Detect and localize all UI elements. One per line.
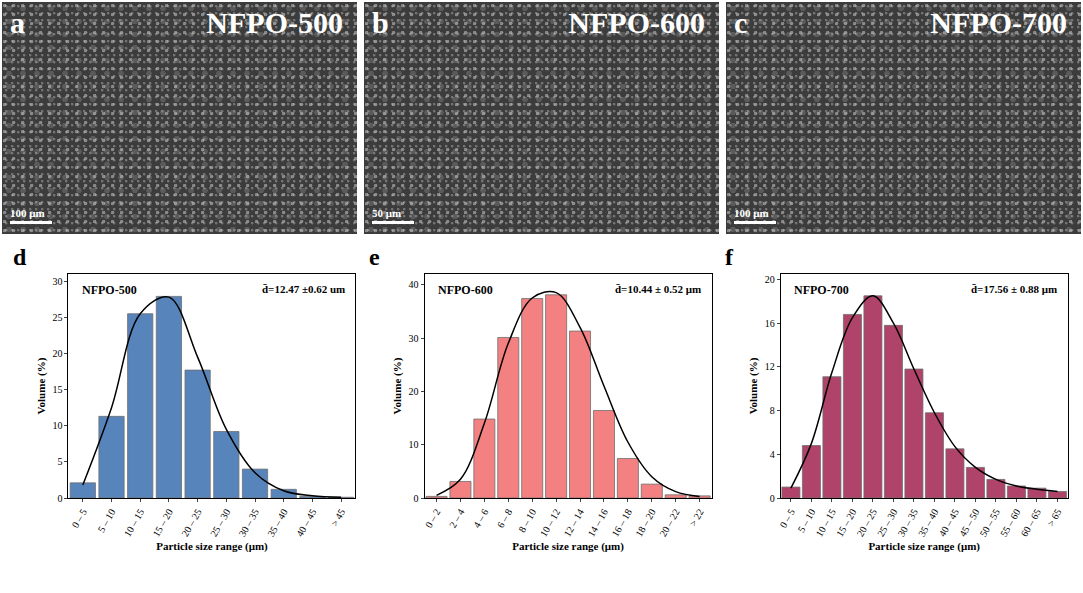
svg-text:20 – 22: 20 – 22 bbox=[657, 507, 682, 538]
svg-text:d̄=17.56 ± 0.88 μm: d̄=17.56 ± 0.88 μm bbox=[971, 283, 1057, 295]
svg-text:> 22: > 22 bbox=[687, 507, 706, 528]
html-text:a: a bbox=[10, 6, 25, 39]
html-text:c: c bbox=[734, 6, 748, 39]
svg-text:5 – 10: 5 – 10 bbox=[795, 507, 817, 534]
svg-text:> 45: > 45 bbox=[329, 507, 348, 528]
svg-text:d̄=10.44 ± 0.52 μm: d̄=10.44 ± 0.52 μm bbox=[615, 283, 701, 295]
svg-text:5: 5 bbox=[57, 456, 62, 467]
html-text:100 μm: 100 μm bbox=[734, 207, 769, 219]
svg-text:35 – 40: 35 – 40 bbox=[916, 507, 941, 538]
html-text:b: b bbox=[372, 6, 389, 39]
html-text:100 μm: 100 μm bbox=[10, 207, 45, 219]
svg-text:> 65: > 65 bbox=[1045, 507, 1064, 528]
svg-text:60 – 65: 60 – 65 bbox=[1018, 507, 1043, 538]
svg-text:25 – 30: 25 – 30 bbox=[208, 507, 233, 538]
svg-text:12: 12 bbox=[765, 361, 775, 372]
svg-text:15 – 20: 15 – 20 bbox=[834, 507, 859, 538]
svg-text:NFPO-600: NFPO-600 bbox=[438, 283, 493, 297]
svg-text:10 – 15: 10 – 15 bbox=[813, 507, 838, 538]
svg-text:d: d bbox=[13, 244, 27, 270]
svg-text:45 – 50: 45 – 50 bbox=[957, 507, 982, 538]
svg-text:30 – 35: 30 – 35 bbox=[895, 507, 920, 538]
svg-text:Particle size range (μm): Particle size range (μm) bbox=[156, 540, 268, 553]
svg-text:Volume (%): Volume (%) bbox=[35, 357, 48, 414]
svg-text:40: 40 bbox=[409, 279, 419, 290]
svg-text:25: 25 bbox=[52, 312, 62, 323]
svg-text:40 – 45: 40 – 45 bbox=[936, 507, 961, 538]
svg-text:20: 20 bbox=[409, 386, 419, 397]
svg-text:10 – 12: 10 – 12 bbox=[538, 507, 563, 538]
svg-text:18 – 20: 18 – 20 bbox=[633, 507, 658, 538]
svg-text:NFPO-500: NFPO-500 bbox=[82, 283, 137, 297]
svg-text:15 – 20: 15 – 20 bbox=[150, 507, 175, 538]
svg-text:14 – 16: 14 – 16 bbox=[585, 507, 610, 538]
svg-text:NFPO-700: NFPO-700 bbox=[794, 283, 849, 297]
svg-text:16: 16 bbox=[765, 318, 775, 329]
svg-text:2 – 4: 2 – 4 bbox=[447, 507, 467, 530]
svg-text:15: 15 bbox=[52, 384, 62, 395]
svg-text:12 – 14: 12 – 14 bbox=[562, 507, 587, 538]
svg-text:5 – 10: 5 – 10 bbox=[96, 507, 118, 534]
svg-text:10: 10 bbox=[409, 439, 419, 450]
svg-text:6 – 8: 6 – 8 bbox=[495, 507, 515, 530]
svg-text:10 – 15: 10 – 15 bbox=[122, 507, 147, 538]
svg-text:0 – 5: 0 – 5 bbox=[69, 507, 89, 530]
svg-text:e: e bbox=[369, 244, 380, 270]
svg-text:4: 4 bbox=[770, 449, 775, 460]
svg-text:Particle size range (μm): Particle size range (μm) bbox=[512, 540, 624, 553]
svg-text:8: 8 bbox=[770, 405, 775, 416]
svg-text:20 – 25: 20 – 25 bbox=[854, 507, 879, 538]
svg-text:Particle size range (μm): Particle size range (μm) bbox=[868, 540, 980, 553]
svg-text:0 – 2: 0 – 2 bbox=[423, 507, 443, 530]
svg-text:20: 20 bbox=[52, 348, 62, 359]
html-text:NFPO-700: NFPO-700 bbox=[930, 6, 1067, 39]
svg-text:35 – 40: 35 – 40 bbox=[265, 507, 290, 538]
svg-text:30 – 35: 30 – 35 bbox=[237, 507, 262, 538]
svg-text:10: 10 bbox=[52, 420, 62, 431]
svg-text:d̄=12.47 ±0.62 um: d̄=12.47 ±0.62 um bbox=[262, 283, 345, 295]
html-text:NFPO-600: NFPO-600 bbox=[568, 6, 705, 39]
html-text:NFPO-500: NFPO-500 bbox=[206, 6, 343, 39]
svg-text:4 – 6: 4 – 6 bbox=[471, 507, 491, 530]
svg-text:25 – 30: 25 – 30 bbox=[875, 507, 900, 538]
svg-text:30: 30 bbox=[409, 333, 419, 344]
svg-text:16 – 18: 16 – 18 bbox=[609, 507, 634, 538]
svg-text:20: 20 bbox=[765, 274, 775, 285]
svg-text:0: 0 bbox=[57, 493, 62, 504]
svg-text:20 – 25: 20 – 25 bbox=[179, 507, 204, 538]
svg-text:30: 30 bbox=[52, 276, 62, 287]
svg-text:Volume (%): Volume (%) bbox=[747, 357, 760, 414]
svg-text:Volume (%): Volume (%) bbox=[391, 357, 404, 414]
svg-text:f: f bbox=[725, 244, 734, 270]
svg-text:8 – 10: 8 – 10 bbox=[516, 507, 538, 534]
svg-text:50 – 55: 50 – 55 bbox=[977, 507, 1002, 538]
svg-text:0: 0 bbox=[770, 493, 775, 504]
svg-text:55 – 60: 55 – 60 bbox=[998, 507, 1023, 538]
svg-text:0: 0 bbox=[414, 493, 419, 504]
svg-text:0 – 5: 0 – 5 bbox=[777, 507, 797, 530]
svg-text:40 – 45: 40 – 45 bbox=[294, 507, 319, 538]
html-text:50 μm: 50 μm bbox=[372, 207, 402, 219]
